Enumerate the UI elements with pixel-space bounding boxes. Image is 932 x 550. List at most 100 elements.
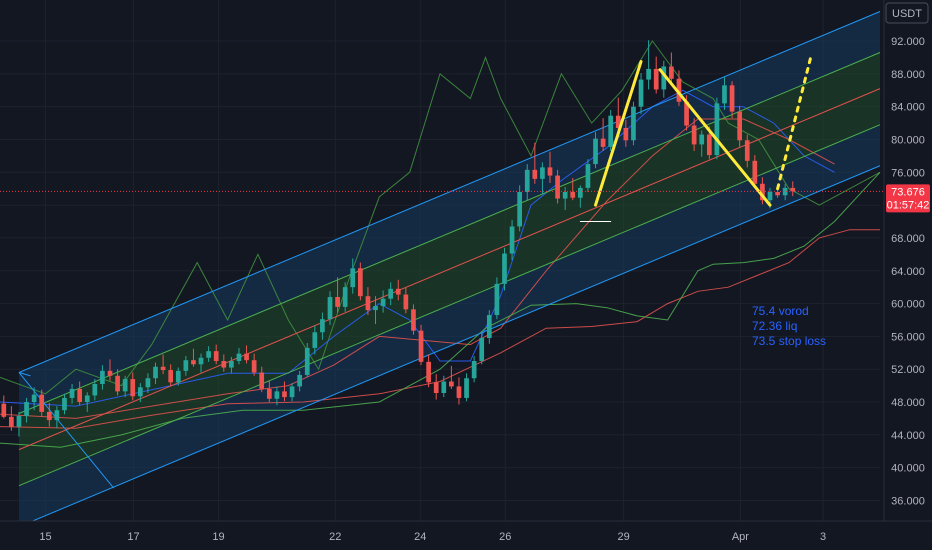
indicator-line bbox=[0, 118, 835, 419]
candle-body bbox=[449, 381, 454, 387]
price-tick-label: 56.000 bbox=[891, 331, 925, 343]
candle bbox=[570, 178, 576, 201]
candle bbox=[388, 282, 394, 306]
trade-note: 75.4 vorod 72.36 liq 73.5 stop loss bbox=[752, 304, 826, 348]
candle-body bbox=[312, 332, 318, 348]
candle bbox=[722, 77, 727, 110]
candle bbox=[471, 356, 477, 383]
candle-body bbox=[517, 191, 523, 227]
candle bbox=[342, 282, 348, 312]
candle-body bbox=[706, 134, 712, 156]
candle-body bbox=[39, 394, 45, 412]
candle bbox=[297, 370, 303, 392]
candle bbox=[653, 56, 659, 94]
candle-body bbox=[357, 268, 363, 297]
channel-band bbox=[18, 124, 881, 527]
candle bbox=[456, 377, 462, 405]
candle bbox=[600, 118, 606, 151]
price-axis: 36.000 40.000 44.000 48.000 52.000 56.000 60.0… bbox=[891, 36, 925, 507]
time-tick-label: 17 bbox=[127, 531, 139, 543]
candle bbox=[320, 312, 325, 340]
candle bbox=[282, 381, 287, 402]
candle-body bbox=[456, 386, 462, 398]
candle-body bbox=[100, 370, 105, 384]
time-axis-panel[interactable] bbox=[0, 521, 932, 550]
candle-body bbox=[1, 403, 7, 417]
candle bbox=[153, 362, 158, 384]
candle-body bbox=[615, 115, 621, 128]
candle-body bbox=[191, 360, 196, 365]
candle bbox=[669, 52, 674, 86]
channel-band bbox=[18, 11, 881, 414]
candle bbox=[145, 373, 151, 394]
candle bbox=[24, 397, 29, 423]
candle bbox=[62, 393, 67, 415]
candle-body bbox=[92, 383, 98, 396]
candle bbox=[236, 347, 242, 365]
candle-body bbox=[297, 374, 303, 387]
candle bbox=[39, 389, 45, 417]
currency-label: USDT bbox=[892, 8, 922, 20]
candle-body bbox=[631, 106, 636, 141]
candle-body bbox=[502, 253, 507, 284]
price-tick-label: 76.000 bbox=[891, 167, 925, 179]
candle-body bbox=[441, 381, 447, 394]
currency-badge[interactable] bbox=[885, 2, 929, 24]
candle bbox=[691, 118, 697, 151]
candle bbox=[744, 134, 750, 168]
candle bbox=[244, 345, 249, 364]
candle-body bbox=[160, 366, 166, 371]
price-tick-label: 88.000 bbox=[891, 69, 925, 81]
candle-body bbox=[84, 395, 90, 403]
candle bbox=[69, 383, 75, 404]
candle-body bbox=[790, 187, 796, 192]
candle-body bbox=[418, 330, 424, 362]
candle-body bbox=[653, 68, 659, 90]
candle-body bbox=[737, 111, 743, 141]
candle-body bbox=[752, 160, 758, 184]
candle-body bbox=[532, 169, 538, 179]
candle bbox=[365, 287, 371, 316]
candle bbox=[509, 219, 515, 261]
candle-body bbox=[54, 410, 60, 421]
candle bbox=[449, 365, 454, 389]
candle-body bbox=[623, 127, 629, 141]
candle-body bbox=[608, 115, 614, 147]
candle bbox=[486, 310, 492, 344]
candle-body bbox=[540, 167, 545, 179]
price-axis-panel[interactable] bbox=[884, 0, 932, 521]
candle bbox=[411, 304, 416, 335]
candle-body bbox=[342, 287, 348, 307]
candle bbox=[122, 375, 128, 398]
candle bbox=[115, 369, 120, 396]
indicator-line bbox=[0, 40, 881, 395]
candle-body bbox=[669, 66, 674, 79]
candle-body bbox=[9, 416, 14, 427]
candle bbox=[562, 187, 568, 211]
candle bbox=[77, 381, 83, 406]
entry-note: 75.4 vorod bbox=[752, 304, 809, 318]
candle bbox=[782, 183, 788, 201]
candle bbox=[585, 159, 591, 192]
candle-body bbox=[206, 351, 211, 358]
price-tick-label: 80.000 bbox=[891, 134, 925, 146]
time-tick-label: 26 bbox=[499, 531, 511, 543]
candle bbox=[608, 109, 614, 151]
candle bbox=[524, 164, 530, 201]
candle-body bbox=[471, 361, 477, 379]
candle bbox=[555, 169, 560, 204]
candles bbox=[1, 40, 796, 437]
candle bbox=[373, 296, 378, 325]
candle-body bbox=[585, 164, 591, 188]
candle-body bbox=[744, 140, 750, 161]
candle bbox=[547, 151, 553, 183]
candle-body bbox=[403, 294, 409, 310]
candle-body bbox=[16, 415, 22, 427]
candle bbox=[183, 356, 189, 376]
candle bbox=[259, 366, 265, 393]
candle bbox=[441, 375, 447, 398]
candle bbox=[737, 105, 743, 147]
candle-body bbox=[183, 360, 189, 371]
